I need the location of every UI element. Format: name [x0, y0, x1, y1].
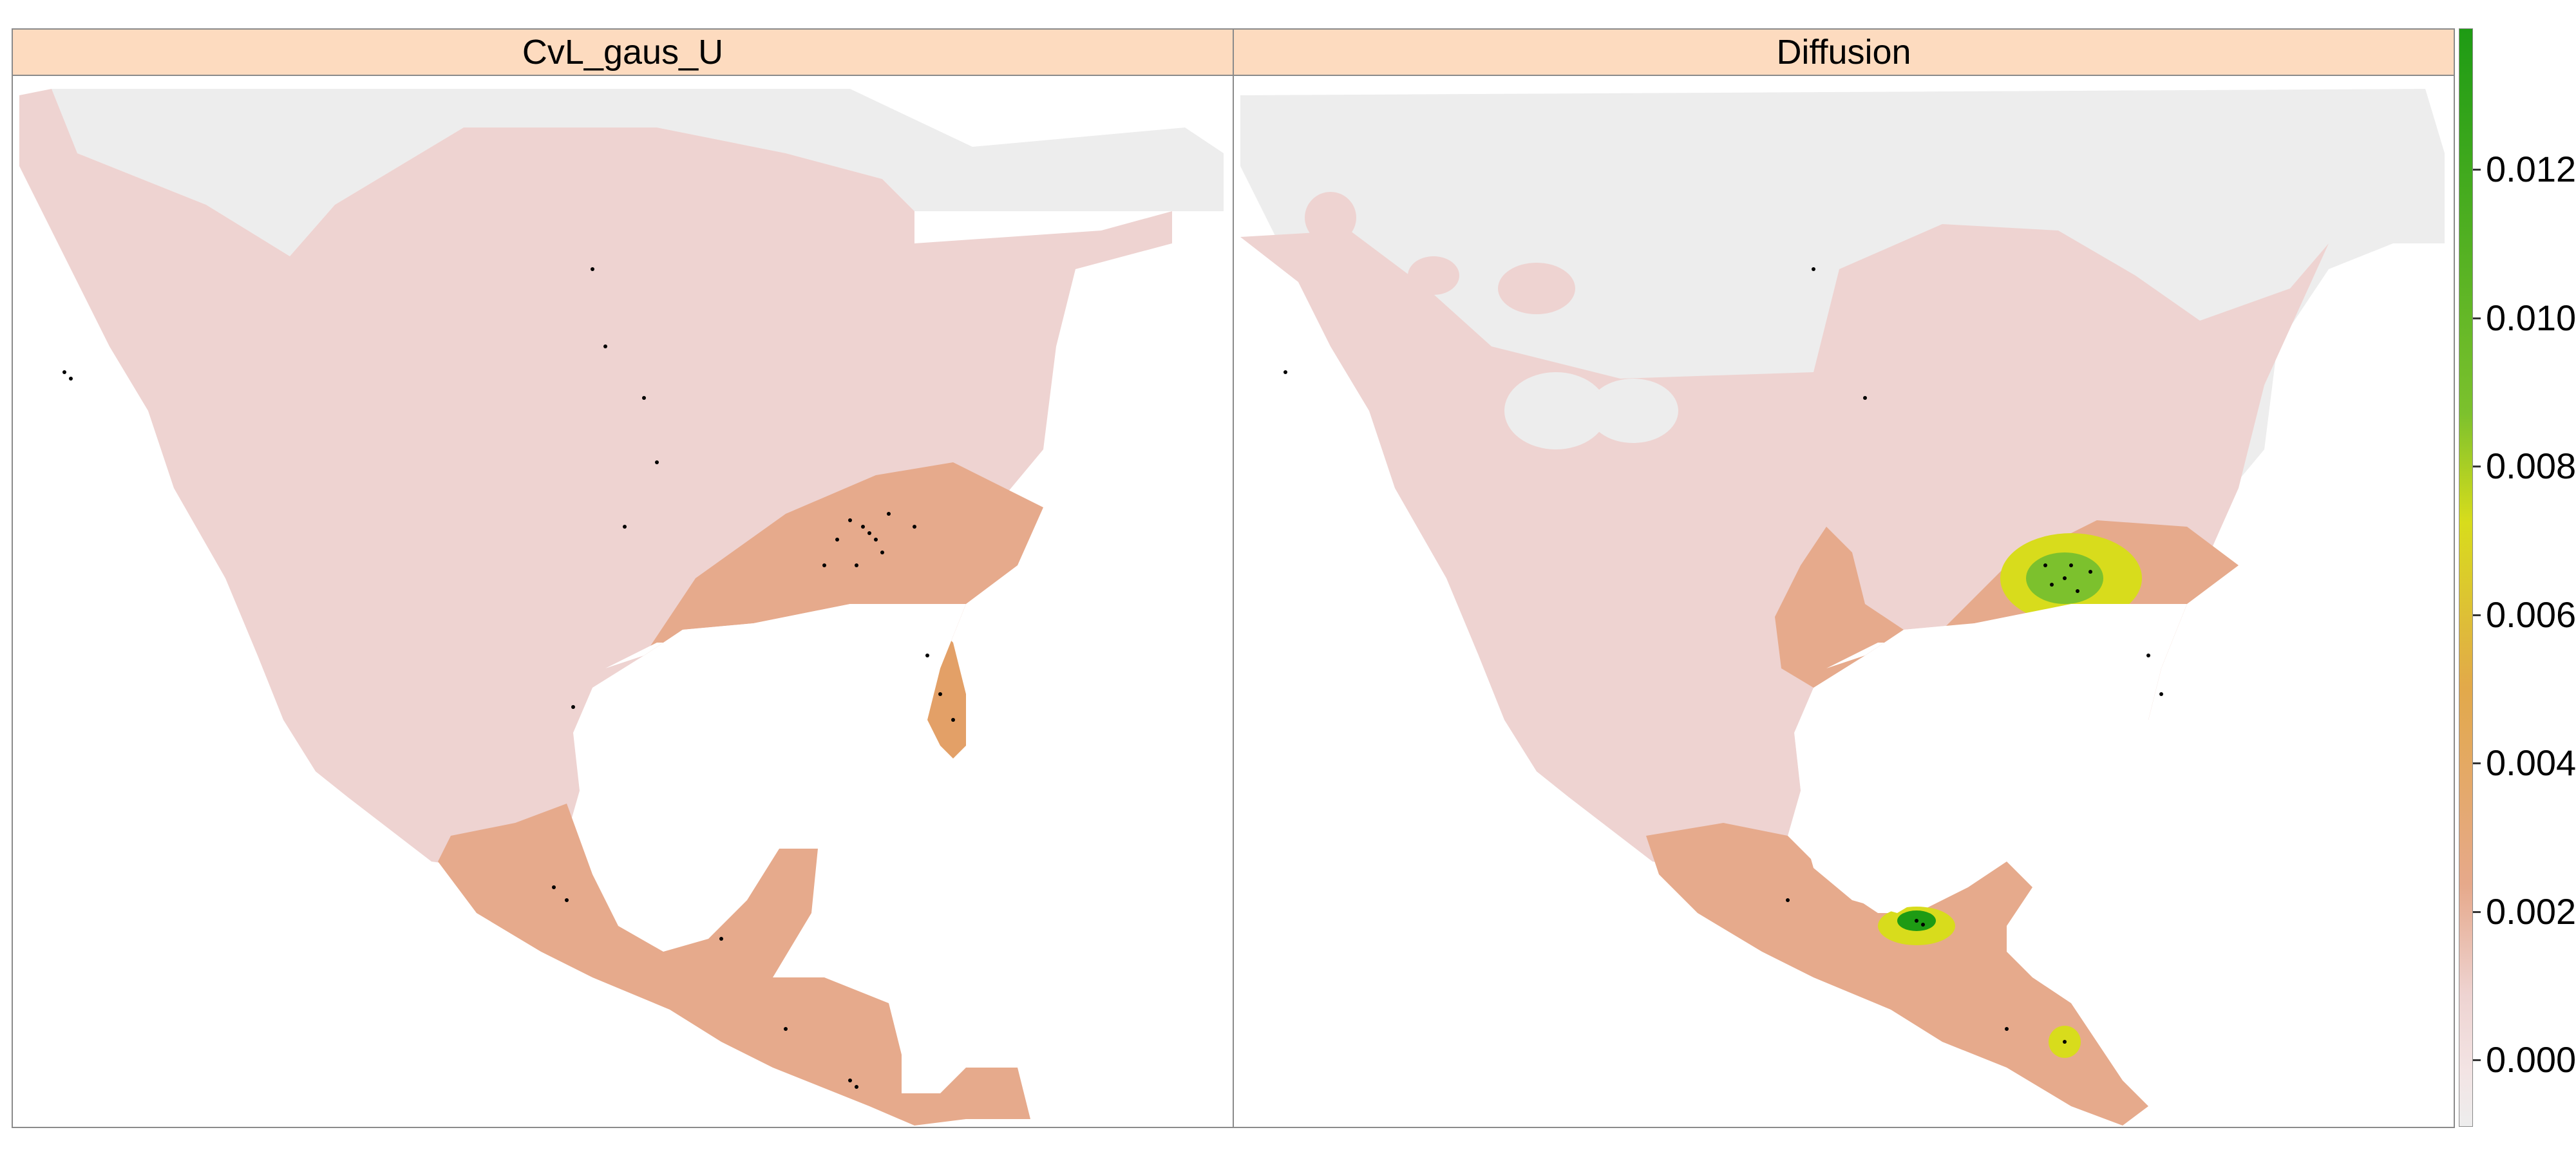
point	[855, 1085, 858, 1089]
point	[2069, 563, 2073, 567]
landmass	[19, 89, 1224, 1126]
low-density-patch	[1498, 263, 1575, 314]
density-map-diffusion	[1240, 89, 2445, 1126]
unsuitable-patch	[1588, 379, 1678, 443]
point	[848, 518, 852, 522]
point	[1283, 370, 1287, 374]
point	[880, 551, 884, 554]
point	[913, 525, 916, 529]
point	[784, 1027, 788, 1031]
legend-tick-label: 0.002	[2486, 890, 2576, 932]
legend-tick	[2473, 762, 2481, 765]
gulf-of-mexico	[580, 604, 966, 913]
panel-strip: CvL_gaus_U	[13, 30, 1233, 76]
point	[2159, 692, 2163, 696]
point	[2063, 576, 2067, 580]
point	[867, 531, 871, 535]
panel-title: CvL_gaus_U	[522, 33, 724, 71]
legend-tick	[2473, 466, 2481, 468]
gulf-of-mexico	[1801, 604, 2187, 913]
panel-strip: Diffusion	[1234, 30, 2454, 76]
point	[591, 267, 594, 271]
peninsula	[213, 520, 335, 765]
point	[1921, 923, 1925, 927]
legend-tick-label: 0.008	[2486, 446, 2576, 487]
point	[2076, 589, 2079, 593]
point	[571, 705, 575, 709]
point	[69, 377, 73, 381]
point	[642, 396, 646, 400]
legend-tick	[2473, 910, 2481, 913]
point	[2146, 654, 2150, 657]
legend-tick-label: 0.004	[2486, 742, 2576, 784]
unsuitable-region	[39, 89, 1224, 256]
point	[655, 460, 659, 464]
point	[719, 937, 723, 941]
point	[62, 370, 66, 374]
legend-tick	[2473, 614, 2481, 616]
point	[623, 525, 627, 529]
point	[1863, 396, 1867, 400]
point	[1915, 919, 1918, 923]
point	[938, 692, 942, 696]
point	[861, 525, 865, 529]
unsuitable-patch	[1504, 372, 1607, 449]
point	[822, 563, 826, 567]
point	[835, 538, 839, 542]
panel-diffusion: Diffusion	[1233, 28, 2455, 1128]
landmass	[1240, 89, 2445, 1126]
point	[1812, 267, 1815, 271]
density-map-cvl	[19, 89, 1224, 1126]
legend-tick	[2473, 1059, 2481, 1062]
point	[565, 898, 569, 902]
point	[874, 538, 878, 542]
occurrence-points	[1283, 267, 2163, 1044]
point	[552, 885, 556, 889]
occurrence-points	[62, 267, 955, 1089]
panel-cvl-gaus-u: CvL_gaus_U	[12, 28, 1234, 1128]
point	[2063, 1040, 2067, 1044]
low-density-region	[1240, 224, 2329, 868]
point	[2005, 1027, 2009, 1031]
panel-title: Diffusion	[1776, 33, 1911, 71]
point	[2043, 563, 2047, 567]
point	[603, 344, 607, 348]
low-density-patch	[1408, 256, 1459, 295]
low-density-patch	[1305, 192, 1356, 243]
point	[925, 654, 929, 657]
legend-colorbar	[2459, 28, 2473, 1127]
legend-tick-label: 0.006	[2486, 594, 2576, 635]
medium-density-central	[1646, 823, 2148, 1126]
point	[2088, 570, 2092, 574]
legend-tick-label: 0.010	[2486, 297, 2576, 338]
medium-density-central	[438, 804, 1030, 1126]
point	[855, 563, 858, 567]
legend-tick-label: 0.000	[2486, 1039, 2576, 1080]
point	[848, 1079, 852, 1082]
point	[951, 718, 955, 722]
legend-tick	[2473, 169, 2481, 171]
legend-tick	[2473, 317, 2481, 319]
point	[887, 512, 891, 516]
point	[2050, 583, 2054, 587]
legend-tick-label: 0.012	[2486, 149, 2576, 189]
point	[1786, 898, 1790, 902]
